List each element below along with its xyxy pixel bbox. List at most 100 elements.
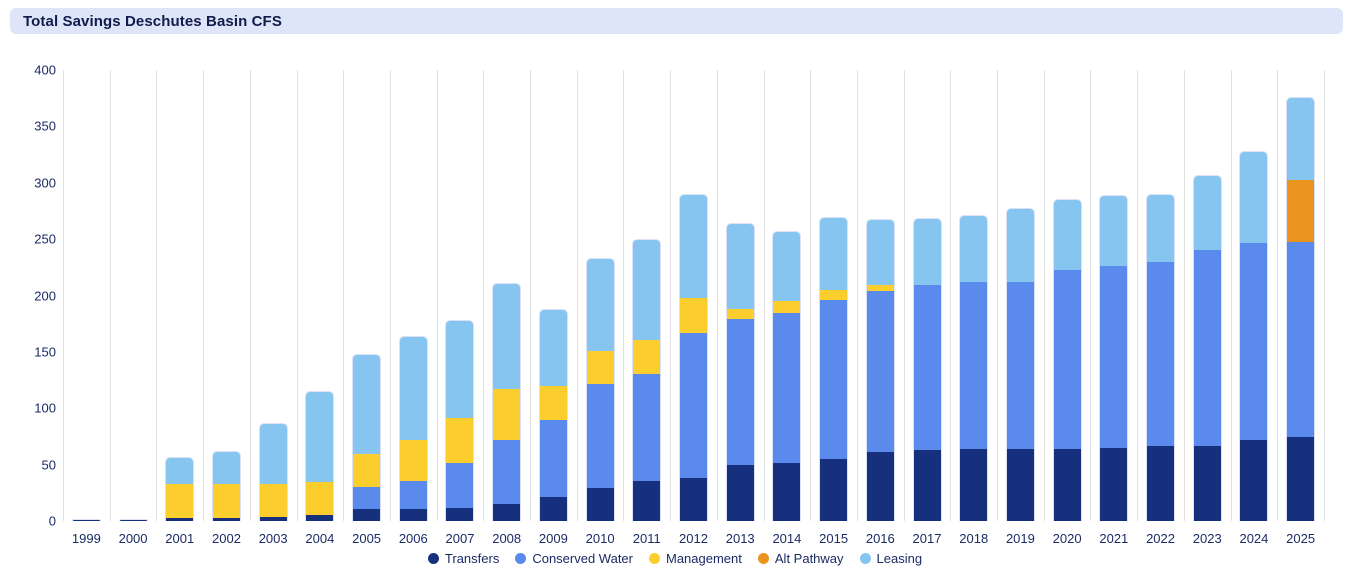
bar-segment-leasing[interactable] — [773, 232, 801, 301]
bar-segment-leasing[interactable] — [399, 337, 427, 441]
bar-1999[interactable] — [71, 518, 101, 521]
bar-segment-leasing[interactable] — [212, 452, 240, 485]
bar-2001[interactable] — [165, 456, 195, 521]
bar-2005[interactable] — [352, 354, 382, 521]
bar-segment-conserved-water[interactable] — [633, 373, 661, 481]
bar-segment-transfers[interactable] — [212, 517, 240, 521]
bar-2019[interactable] — [1005, 207, 1035, 521]
bar-2024[interactable] — [1239, 151, 1269, 521]
bar-segment-transfers[interactable] — [306, 515, 334, 521]
bar-segment-management[interactable] — [820, 289, 848, 300]
bar-2013[interactable] — [725, 223, 755, 521]
bar-segment-management[interactable] — [866, 285, 894, 291]
bar-segment-transfers[interactable] — [1006, 449, 1034, 521]
legend-item-transfers[interactable]: Transfers — [427, 551, 499, 566]
bar-2011[interactable] — [632, 239, 662, 521]
bar-segment-leasing[interactable] — [820, 217, 848, 290]
bar-segment-transfers[interactable] — [913, 450, 941, 521]
bar-segment-transfers[interactable] — [820, 459, 848, 521]
bar-segment-transfers[interactable] — [259, 516, 287, 521]
bar-segment-management[interactable] — [586, 351, 614, 384]
bar-segment-transfers[interactable] — [680, 478, 707, 521]
bar-2014[interactable] — [772, 231, 802, 521]
bar-segment-leasing[interactable] — [1240, 152, 1268, 244]
bar-segment-transfers[interactable] — [166, 517, 194, 521]
bar-2006[interactable] — [398, 336, 428, 521]
bar-2007[interactable] — [445, 320, 475, 521]
bar-2015[interactable] — [819, 216, 849, 521]
bar-segment-transfers[interactable] — [72, 519, 100, 521]
bar-segment-conserved-water[interactable] — [1006, 281, 1034, 450]
bar-segment-alt-pathway[interactable] — [1287, 180, 1315, 243]
legend-item-conserved-water[interactable]: Conserved Water — [515, 551, 633, 566]
bar-segment-conserved-water[interactable] — [446, 462, 474, 508]
bar-segment-transfers[interactable] — [1193, 445, 1221, 521]
bar-segment-management[interactable] — [166, 484, 194, 518]
bar-2012[interactable] — [679, 194, 708, 521]
bar-2018[interactable] — [959, 215, 989, 521]
bar-segment-conserved-water[interactable] — [539, 420, 567, 498]
bar-2021[interactable] — [1099, 195, 1129, 521]
bar-segment-transfers[interactable] — [1147, 445, 1175, 521]
bar-2017[interactable] — [912, 217, 942, 521]
bar-segment-management[interactable] — [680, 298, 707, 334]
bar-segment-transfers[interactable] — [1100, 447, 1128, 521]
bar-2016[interactable] — [865, 218, 895, 521]
bar-segment-conserved-water[interactable] — [493, 440, 521, 505]
bar-segment-leasing[interactable] — [446, 321, 474, 418]
bar-segment-conserved-water[interactable] — [1240, 243, 1268, 441]
bar-segment-conserved-water[interactable] — [1100, 265, 1128, 448]
bar-segment-conserved-water[interactable] — [353, 487, 381, 509]
bar-segment-conserved-water[interactable] — [773, 313, 801, 463]
bar-segment-leasing[interactable] — [539, 310, 567, 387]
bar-segment-management[interactable] — [726, 308, 754, 319]
bar-2000[interactable] — [118, 518, 148, 521]
bar-segment-leasing[interactable] — [493, 284, 521, 389]
bar-segment-management[interactable] — [212, 484, 240, 518]
bar-segment-leasing[interactable] — [726, 224, 754, 309]
bar-segment-management[interactable] — [306, 481, 334, 516]
bar-2003[interactable] — [258, 422, 288, 521]
bar-2020[interactable] — [1052, 198, 1082, 521]
bar-2023[interactable] — [1192, 174, 1222, 521]
legend-item-alt-pathway[interactable]: Alt Pathway — [757, 551, 844, 566]
bar-segment-conserved-water[interactable] — [960, 281, 988, 450]
bar-segment-transfers[interactable] — [353, 508, 381, 521]
bar-segment-management[interactable] — [399, 440, 427, 481]
bar-segment-leasing[interactable] — [866, 219, 894, 286]
bar-segment-transfers[interactable] — [633, 480, 661, 521]
bar-segment-leasing[interactable] — [913, 218, 941, 285]
bar-segment-management[interactable] — [259, 484, 287, 517]
bar-segment-transfers[interactable] — [1240, 440, 1268, 521]
bar-segment-transfers[interactable] — [1287, 436, 1315, 521]
bar-segment-leasing[interactable] — [353, 355, 381, 454]
bar-segment-leasing[interactable] — [1100, 196, 1128, 266]
bar-segment-leasing[interactable] — [166, 457, 194, 485]
bar-segment-transfers[interactable] — [773, 462, 801, 521]
bar-segment-conserved-water[interactable] — [1287, 242, 1315, 437]
bar-segment-management[interactable] — [353, 453, 381, 488]
bar-segment-leasing[interactable] — [259, 423, 287, 485]
bar-2008[interactable] — [492, 283, 522, 521]
bar-segment-conserved-water[interactable] — [1053, 270, 1081, 450]
bar-segment-management[interactable] — [446, 417, 474, 463]
bar-segment-conserved-water[interactable] — [913, 285, 941, 451]
bar-segment-leasing[interactable] — [633, 240, 661, 341]
bar-segment-management[interactable] — [493, 388, 521, 441]
bar-segment-conserved-water[interactable] — [726, 318, 754, 465]
bar-2025[interactable] — [1286, 97, 1316, 521]
bar-segment-transfers[interactable] — [493, 504, 521, 521]
bar-segment-management[interactable] — [539, 386, 567, 420]
bar-segment-leasing[interactable] — [586, 259, 614, 352]
bar-segment-leasing[interactable] — [680, 195, 707, 299]
bar-2010[interactable] — [585, 258, 615, 521]
bar-segment-transfers[interactable] — [399, 508, 427, 521]
bar-segment-conserved-water[interactable] — [1147, 262, 1175, 446]
bar-segment-transfers[interactable] — [866, 452, 894, 521]
bar-segment-conserved-water[interactable] — [1193, 250, 1221, 446]
bar-segment-transfers[interactable] — [1053, 449, 1081, 521]
bar-segment-leasing[interactable] — [1287, 98, 1315, 181]
legend-item-leasing[interactable]: Leasing — [859, 551, 922, 566]
bar-segment-transfers[interactable] — [726, 464, 754, 521]
bar-segment-leasing[interactable] — [306, 392, 334, 482]
